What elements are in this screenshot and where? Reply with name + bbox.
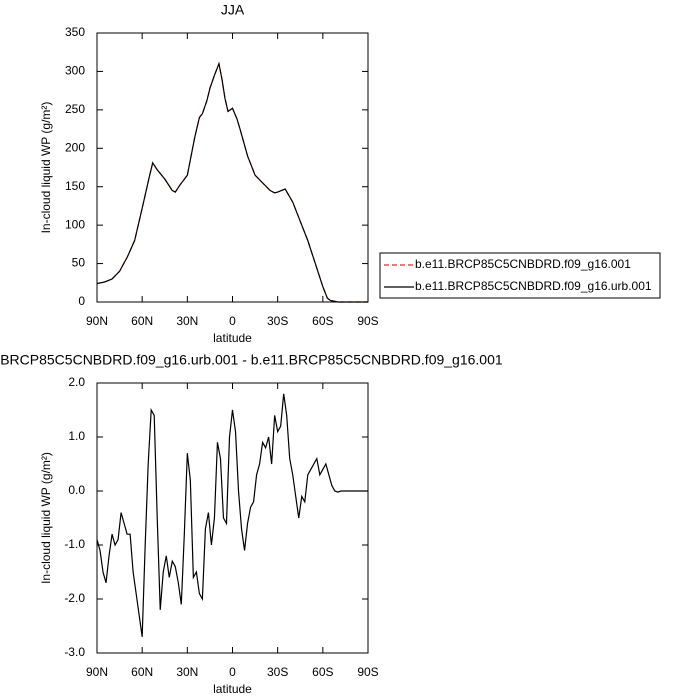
y-axis-label: In-cloud liquid WP (g/m²) [39,102,53,234]
y-tick-label: -2.0 [64,591,85,605]
x-tick-label: 30S [267,665,288,679]
x-tick-label: 60N [131,665,153,679]
x-tick-label: 60S [312,314,333,328]
y-tick-label: -3.0 [64,645,85,659]
y-tick-label: 350 [65,25,85,39]
x-tick-label: 90N [86,314,108,328]
y-tick-label: 200 [65,140,85,154]
plot-frame [96,382,369,654]
y-tick-label: 0.0 [68,483,85,497]
chart-title: b.e11.BRCP85C5CNBDRD.f09_g16.urb.001 - b… [0,352,503,368]
y-tick-label: 150 [65,179,85,193]
x-tick-label: 0 [229,314,236,328]
x-tick-label: 60N [131,314,153,328]
series-line [96,393,368,637]
y-tick-label: 0 [78,294,85,308]
series-line [96,61,368,303]
y-tick-label: 250 [65,102,85,116]
x-tick-label: 30N [176,665,198,679]
chart-title: JJA [221,2,245,18]
y-axis-label: In-cloud liquid WP (g/m²) [39,452,53,584]
x-tick-label: 0 [229,665,236,679]
x-tick-label: 30S [267,314,288,328]
x-axis-label: latitude [213,331,252,345]
x-tick-label: 60S [312,665,333,679]
x-tick-label: 90S [357,665,378,679]
x-tick-label: 90N [86,665,108,679]
series-line [96,61,368,303]
y-tick-label: -1.0 [64,537,85,551]
x-tick-label: 90S [357,314,378,328]
legend-label: b.e11.BRCP85C5CNBDRD.f09_g16.urb.001 [415,279,652,293]
y-tick-label: 1.0 [68,429,85,443]
y-tick-label: 300 [65,64,85,78]
legend-box [379,252,661,299]
plot-frame [96,32,369,303]
x-tick-label: 30N [176,314,198,328]
legend-label: b.e11.BRCP85C5CNBDRD.f09_g16.001 [415,257,631,271]
x-axis-label: latitude [213,682,252,696]
y-tick-label: 50 [72,256,86,270]
y-tick-label: 2.0 [68,375,85,389]
y-tick-label: 100 [65,217,85,231]
